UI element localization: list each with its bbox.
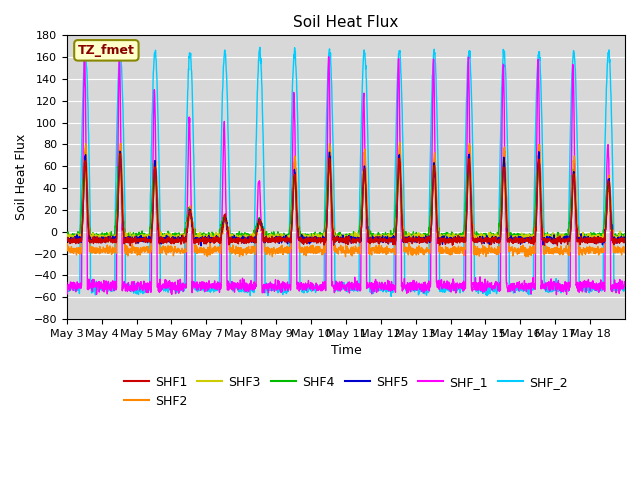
SHF2 [118,184,126,190]
SHF1 [116,151,124,156]
SHF1 [380,236,388,241]
SHF4 [515,235,522,241]
Line: SHF2: SHF2 [67,143,625,257]
Line: SHF1: SHF1 [67,154,625,246]
SHF2 [63,243,70,249]
SHF3 [621,232,629,238]
SHF4 [119,200,127,205]
SHF4 [621,231,629,237]
SHF3 [515,235,522,240]
SHF4 [116,148,124,154]
SHF_1 [552,292,560,298]
SHF_1 [621,281,629,287]
SHF3 [614,234,621,240]
SHF_1 [614,281,621,287]
SHF1 [119,217,127,223]
SHF1 [63,237,70,242]
SHF3 [119,230,127,236]
SHF5 [515,234,522,240]
SHF3 [546,234,554,240]
SHF2 [515,248,522,254]
SHF_1 [380,288,387,293]
SHF_2 [621,283,629,289]
X-axis label: Time: Time [330,344,361,357]
SHF5 [621,237,629,243]
SHF3 [116,161,124,167]
SHF3 [104,240,112,245]
Line: SHF5: SHF5 [67,151,625,246]
SHF4 [375,240,383,245]
SHF3 [63,233,70,239]
SHF4 [239,237,247,242]
SHF_1 [239,282,247,288]
SHF5 [116,148,124,154]
SHF2 [380,247,387,253]
SHF_2 [546,289,554,295]
SHF1 [621,237,629,243]
Legend: SHF1, SHF2, SHF3, SHF4, SHF5, SHF_1, SHF_2: SHF1, SHF2, SHF3, SHF4, SHF5, SHF_1, SHF… [118,371,573,413]
SHF4 [63,234,70,240]
SHF3 [239,236,247,241]
SHF3 [380,233,388,239]
SHF1 [127,243,134,249]
SHF2 [239,249,247,254]
SHF_2 [387,293,395,299]
SHF5 [119,218,127,224]
SHF2 [522,254,530,260]
SHF2 [546,247,554,253]
SHF_2 [380,288,387,294]
Line: SHF4: SHF4 [67,151,625,242]
SHF4 [546,234,554,240]
SHF5 [63,234,70,240]
SHF2 [396,140,404,145]
Line: SHF3: SHF3 [67,164,625,242]
SHF_1 [116,49,124,55]
SHF_1 [63,280,70,286]
SHF_2 [256,45,264,50]
SHF5 [614,238,621,243]
SHF_2 [614,286,621,291]
SHF4 [614,233,621,239]
SHF_2 [239,285,247,291]
SHF_1 [119,279,127,285]
SHF_1 [515,282,522,288]
SHF_1 [546,288,554,294]
SHF5 [197,243,205,249]
SHF5 [239,240,247,245]
SHF1 [614,239,621,244]
Line: SHF_1: SHF_1 [67,52,625,295]
Text: TZ_fmet: TZ_fmet [78,44,135,57]
SHF4 [380,236,388,241]
Line: SHF_2: SHF_2 [67,48,625,296]
SHF1 [239,239,247,245]
SHF1 [546,236,554,242]
SHF5 [380,236,388,242]
SHF_2 [515,285,522,291]
SHF_2 [63,281,70,287]
SHF5 [546,234,554,240]
Y-axis label: Soil Heat Flux: Soil Heat Flux [15,134,28,220]
SHF_2 [118,93,126,98]
SHF2 [614,250,621,256]
SHF1 [515,240,522,246]
Title: Soil Heat Flux: Soil Heat Flux [293,15,399,30]
SHF2 [621,246,629,252]
